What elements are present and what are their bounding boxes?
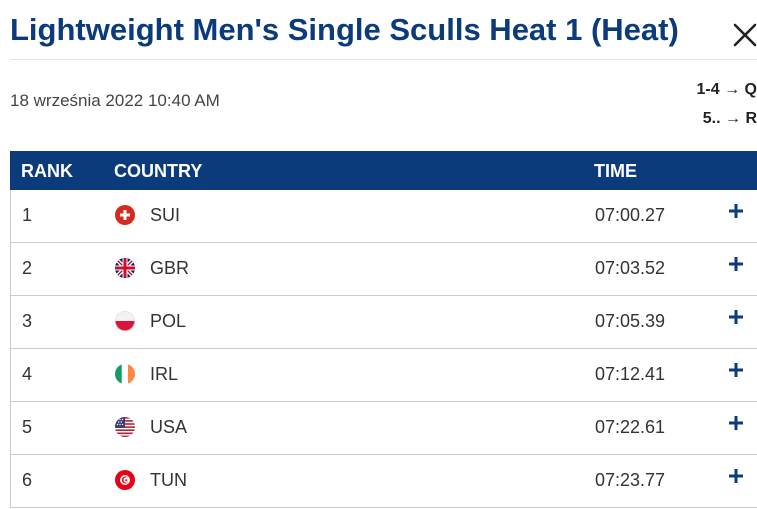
ireland-flag-icon <box>115 364 135 384</box>
title-divider <box>10 59 757 60</box>
rank-cell: 5 <box>22 417 33 437</box>
country-code: GBR <box>150 258 190 278</box>
tunisia-flag-icon <box>115 470 135 490</box>
table-row: 2 GBR 07:03.52 <box>10 243 757 296</box>
rank-cell: 4 <box>22 364 33 384</box>
country-code: SUI <box>150 205 181 225</box>
expand-plus-icon[interactable] <box>727 467 745 485</box>
time-cell: 07:22.61 <box>595 417 666 437</box>
expand-plus-icon[interactable] <box>727 414 745 432</box>
country-code: USA <box>150 417 188 437</box>
close-icon <box>733 23 757 47</box>
expand-plus-icon[interactable] <box>727 308 745 326</box>
table-row: 5 <box>10 402 757 455</box>
results-table: RANK COUNTRY TIME 1 SUI 07:00.27 2 <box>10 151 757 508</box>
close-button[interactable] <box>728 18 757 52</box>
expand-plus-icon[interactable] <box>727 255 745 273</box>
race-date: 18 września 2022 10:40 AM <box>10 91 220 110</box>
time-cell: 07:03.52 <box>595 258 666 278</box>
usa-flag-icon <box>115 417 135 437</box>
table-row: 4 IRL 07:12.41 <box>10 349 757 402</box>
progression-legend: 1-4 → Q 5.. → R <box>557 75 757 133</box>
rank-cell: 3 <box>22 311 33 331</box>
time-cell: 07:12.41 <box>595 364 666 384</box>
rank-cell: 2 <box>22 258 33 278</box>
column-header-time: TIME <box>594 161 637 181</box>
table-row: 1 SUI 07:00.27 <box>10 190 757 243</box>
uk-flag-icon <box>115 258 135 278</box>
time-cell: 07:05.39 <box>595 311 666 331</box>
page-title: Lightweight Men's Single Sculls Heat 1 (… <box>10 12 679 47</box>
table-header: RANK COUNTRY TIME <box>10 151 757 190</box>
column-header-country: COUNTRY <box>114 161 203 181</box>
table-row: 3 POL 07:05.39 <box>10 296 757 349</box>
poland-flag-icon <box>115 311 135 331</box>
column-header-rank: RANK <box>21 161 73 181</box>
switzerland-flag-icon <box>115 205 135 225</box>
time-cell: 07:23.77 <box>595 470 666 490</box>
country-code: IRL <box>150 364 179 384</box>
progression-rule-2: 5.. → R <box>702 110 757 127</box>
expand-plus-icon[interactable] <box>727 361 745 379</box>
table-row: 6 TUN 07:23.77 <box>10 455 757 508</box>
country-code: POL <box>150 311 187 331</box>
time-cell: 07:00.27 <box>595 205 666 225</box>
rank-cell: 6 <box>22 470 33 490</box>
rank-cell: 1 <box>22 205 33 225</box>
expand-plus-icon[interactable] <box>727 202 745 220</box>
country-code: TUN <box>150 470 187 490</box>
progression-rule-1: 1-4 → Q <box>696 81 757 98</box>
